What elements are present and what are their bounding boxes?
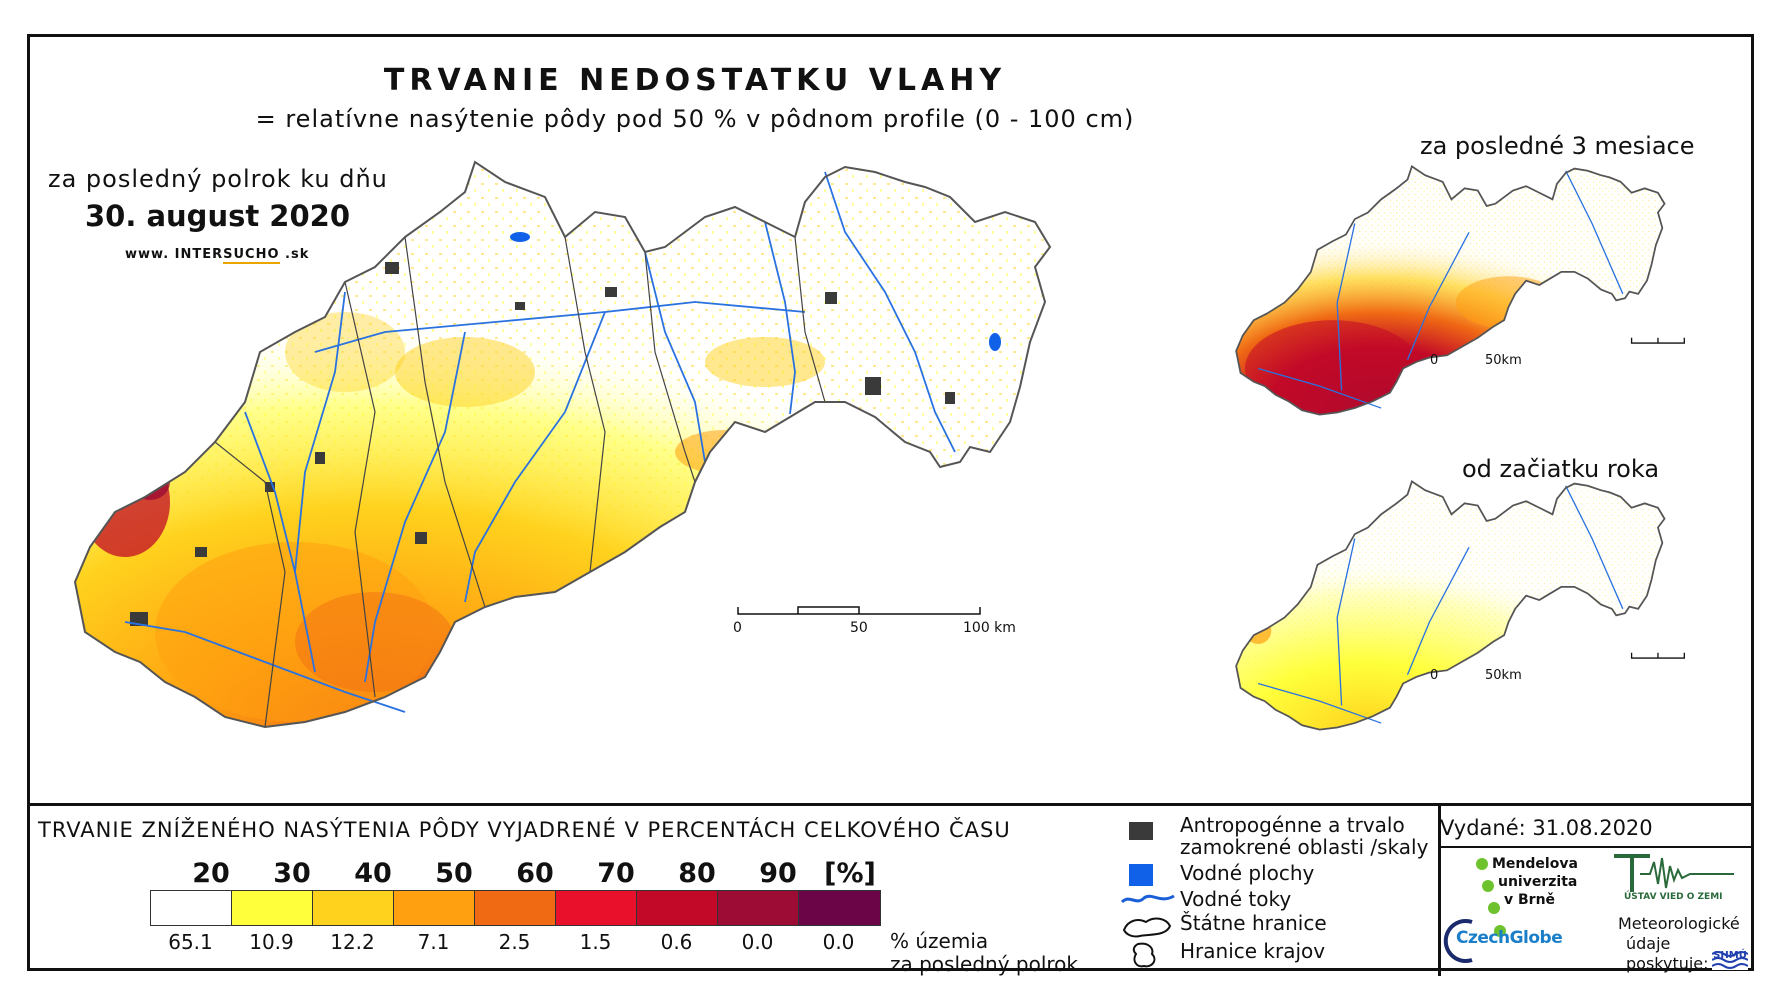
inset1-scale-50: 50km	[1485, 353, 1522, 368]
pct-8: 0.0	[822, 930, 855, 954]
pct-5: 1.5	[579, 930, 612, 954]
water-body-swatch	[1128, 862, 1154, 892]
legend-percentages: 65.1 10.9 12.2 7.1 2.5 1.5 0.6 0.0 0.0	[150, 930, 890, 956]
website-suffix: .sk	[279, 247, 310, 262]
tick-60: 60	[516, 858, 554, 889]
mendelu-line1: Mendelova	[1492, 856, 1578, 872]
tick-30: 30	[273, 858, 311, 889]
percentage-note: % územia za posledný polrok	[890, 930, 1078, 976]
legend-area: TRVANIE ZNÍŽENÉHO NASÝTENIA PÔDY VYJADRE…	[30, 803, 1751, 976]
tick-70: 70	[597, 858, 635, 889]
meteo-line2: údaje	[1626, 934, 1671, 953]
czechglobe-arc-icon	[1443, 919, 1473, 963]
inset2-scale-0: 0	[1430, 668, 1438, 683]
credits-divider	[1438, 846, 1751, 848]
legend-title: TRVANIE ZNÍŽENÉHO NASÝTENIA PÔDY VYJADRE…	[38, 818, 1011, 842]
legend-color-6	[637, 891, 718, 925]
czechglobe-text: CzechGlobe	[1456, 928, 1563, 948]
map-frame: TRVANIE NEDOSTATKU VLAHY = relatívne nas…	[27, 34, 1754, 976]
meteo-line1: Meteorologické	[1618, 914, 1740, 933]
map-title: TRVANIE NEDOSTATKU VLAHY	[383, 63, 1007, 98]
percentage-note-line1: % územia	[890, 929, 989, 953]
website-highlight: SUCHO	[223, 247, 280, 264]
tick-50: 50	[435, 858, 473, 889]
key-region-borders-label: Hranice krajov	[1180, 939, 1326, 963]
inset-3-months-map	[1235, 165, 1685, 416]
issued-date: Vydané: 31.08.2020	[1440, 816, 1653, 840]
website-prefix: www. INTER	[125, 247, 224, 262]
mendelu-line2: univerzita	[1498, 874, 1578, 890]
website-link[interactable]: www. INTERSUCHO .sk	[125, 247, 310, 264]
key-anthropogenic-label1: Antropogénne a trvalo	[1180, 813, 1405, 837]
shmu-wave-icon	[1712, 948, 1748, 970]
key-water-bodies-label: Vodné plochy	[1180, 861, 1315, 885]
mendelu-line3: v Brně	[1504, 892, 1556, 908]
map-subtitle: = relatívne nasýtenie pôdy pod 50 % v pô…	[255, 105, 1135, 133]
anthropogenic-swatch	[1128, 814, 1154, 846]
shmu-text: SHMÚ	[1713, 950, 1747, 961]
main-drought-map: 0 50 100 km	[74, 161, 1051, 728]
legend-color-7	[718, 891, 799, 925]
pct-6: 0.6	[660, 930, 693, 954]
period-label: za posledný polrok ku dňu	[48, 165, 388, 193]
legend-color-1	[232, 891, 313, 925]
inset1-scale-0: 0	[1430, 353, 1438, 368]
legend-color-2	[313, 891, 394, 925]
main-scale-50: 50	[850, 620, 868, 636]
legend-color-5	[556, 891, 637, 925]
inset-year-title: od začiatku roka	[1462, 455, 1660, 483]
shmu-logo: SHMÚ	[1712, 948, 1772, 970]
pct-4: 2.5	[498, 930, 531, 954]
seismograph-icon	[1614, 854, 1734, 892]
meteo-line3: poskytuje:	[1626, 954, 1709, 973]
state-border-icon	[1120, 912, 1176, 944]
inset-3-months-title: za posledné 3 mesiace	[1420, 132, 1695, 160]
czechglobe-logo: CzechGlobe	[1442, 916, 1582, 966]
main-scale-0: 0	[733, 620, 742, 636]
inset-3-months-scale: 0 50km	[1430, 353, 1522, 368]
symbol-keys: Antropogénne a trvalo zamokrené oblasti …	[1120, 806, 1441, 976]
main-scale-bar	[737, 606, 981, 615]
institute-logo: ÚSTAV VIED O ZEMI	[1610, 852, 1740, 912]
legend-color-0	[151, 891, 232, 925]
tick-80: 80	[678, 858, 716, 889]
inset-year-scale: 0 50km	[1430, 668, 1522, 683]
legend-color-3	[394, 891, 475, 925]
meteo-credit: Meteorologické údaje poskytuje:	[1618, 914, 1740, 974]
region-border-icon	[1128, 940, 1164, 974]
main-scale-100: 100 km	[963, 620, 1016, 636]
tick-20: 20	[192, 858, 230, 889]
pct-1: 10.9	[249, 930, 294, 954]
date-label: 30. august 2020	[85, 199, 351, 233]
mendelu-logo: Mendelova univerzita v Brně	[1470, 856, 1610, 956]
pct-2: 12.2	[330, 930, 375, 954]
tick-40: 40	[354, 858, 392, 889]
pct-0: 65.1	[168, 930, 213, 954]
mendelu-dots-icon	[1476, 858, 1506, 937]
legend-color-4	[475, 891, 556, 925]
key-state-borders-label: Štátne hranice	[1180, 911, 1327, 935]
key-rivers-label: Vodné toky	[1180, 887, 1292, 911]
river-line-icon	[1120, 888, 1176, 914]
legend-ticks: 20 30 40 50 60 70 80 90 [%]	[180, 858, 960, 890]
inset2-scale-50: 50km	[1485, 668, 1522, 683]
percentage-note-line2: za posledný polrok	[890, 952, 1078, 976]
pct-3: 7.1	[417, 930, 450, 954]
legend-color-8	[799, 891, 880, 925]
institute-text: ÚSTAV VIED O ZEMI	[1624, 892, 1723, 902]
tick-90: 90	[759, 858, 797, 889]
tick-unit: [%]	[824, 858, 876, 889]
legend-colorbar	[150, 890, 881, 926]
pct-7: 0.0	[741, 930, 774, 954]
inset-year-map	[1235, 480, 1685, 731]
key-anthropogenic-label2: zamokrené oblasti /skaly	[1180, 835, 1429, 859]
